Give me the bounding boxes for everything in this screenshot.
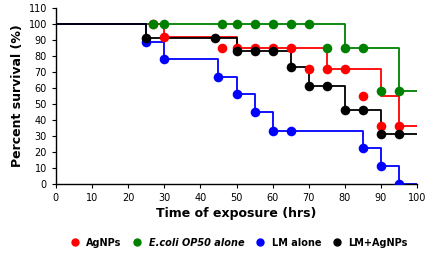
Point <box>396 89 402 93</box>
Point <box>143 39 150 44</box>
Point <box>323 67 330 71</box>
Point <box>218 46 225 50</box>
Point <box>269 49 276 53</box>
Point <box>251 46 258 50</box>
Point <box>218 22 225 26</box>
Point <box>287 65 294 69</box>
Point <box>212 36 218 40</box>
Point <box>359 108 366 112</box>
Point <box>323 84 330 89</box>
Point <box>323 46 330 50</box>
Point <box>341 46 348 50</box>
Point <box>378 164 384 168</box>
Point <box>251 22 258 26</box>
Point <box>251 49 258 53</box>
Point <box>161 22 168 26</box>
Point <box>233 92 240 96</box>
Point <box>233 46 240 50</box>
Point <box>287 22 294 26</box>
Point <box>269 22 276 26</box>
Point <box>269 46 276 50</box>
Point <box>378 89 384 93</box>
Point <box>215 75 222 79</box>
Point <box>305 22 312 26</box>
Y-axis label: Percent survival (%): Percent survival (%) <box>11 25 25 167</box>
Point <box>341 67 348 71</box>
Point <box>287 46 294 50</box>
Point <box>378 132 384 136</box>
Point <box>269 129 276 133</box>
Point <box>161 57 168 61</box>
Point <box>396 181 402 186</box>
Point <box>359 146 366 151</box>
Point <box>233 22 240 26</box>
Legend: AgNPs, E.coli OP50 alone, LM alone, LM+AgNPs: AgNPs, E.coli OP50 alone, LM alone, LM+A… <box>65 238 408 248</box>
Point <box>161 35 168 39</box>
Point <box>150 22 157 26</box>
Point <box>143 36 150 40</box>
Point <box>251 110 258 114</box>
Point <box>359 94 366 98</box>
Point <box>233 49 240 53</box>
Point <box>305 84 312 89</box>
Point <box>287 129 294 133</box>
Point <box>305 67 312 71</box>
Point <box>378 124 384 128</box>
Point <box>341 108 348 112</box>
X-axis label: Time of exposure (hrs): Time of exposure (hrs) <box>157 207 316 220</box>
Point <box>359 46 366 50</box>
Point <box>396 132 402 136</box>
Point <box>396 124 402 128</box>
Point <box>150 22 157 26</box>
